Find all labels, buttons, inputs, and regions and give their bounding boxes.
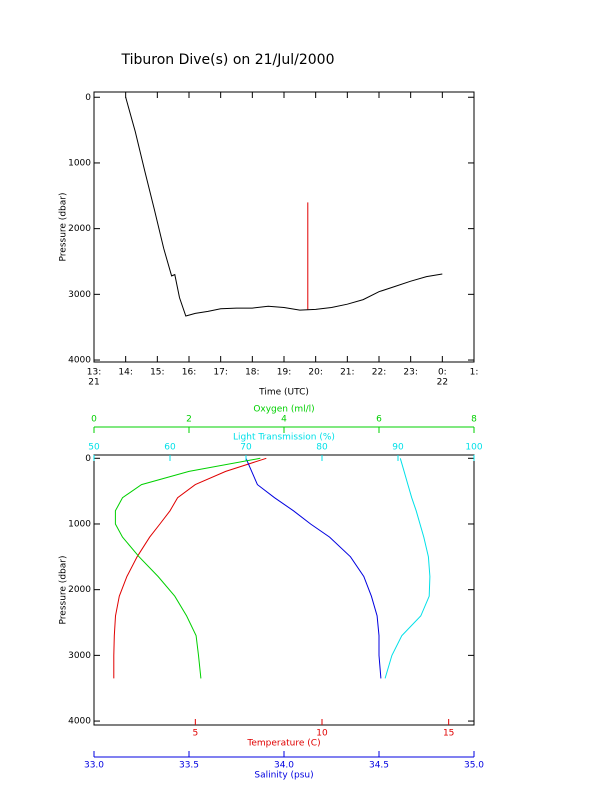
y-tick-label: 2000 xyxy=(68,224,91,234)
x-tick-label: 34.5 xyxy=(369,761,389,771)
x-tick-label: 21: xyxy=(340,368,354,378)
plot-frame xyxy=(93,91,475,363)
x-tick-label: 100 xyxy=(465,443,482,453)
profile-line xyxy=(114,457,261,679)
y-tick-label: 1000 xyxy=(68,519,91,529)
y-axis-label: Pressure (dbar) xyxy=(59,193,69,262)
x-tick-label: 80 xyxy=(316,443,328,453)
x-tick-label: 5 xyxy=(192,729,198,739)
x-tick-label: 19: xyxy=(277,368,291,378)
x-axis-label: Time (UTC) xyxy=(258,388,309,398)
x-tick-label: 13: xyxy=(87,368,101,378)
x-tick-label: 33.0 xyxy=(84,761,104,771)
x-tick-label: 90 xyxy=(392,443,404,453)
x-tick-label: 35.0 xyxy=(464,761,484,771)
x-tick-label: 17: xyxy=(213,368,227,378)
x-tick-label: 1: xyxy=(470,368,479,378)
x-tick-sublabel: 22 xyxy=(437,378,448,388)
y-tick-label: 1000 xyxy=(68,158,91,168)
y-tick-label: 3000 xyxy=(68,651,91,661)
x-tick-label: 15: xyxy=(150,368,164,378)
profile-line xyxy=(245,458,382,679)
x-tick-label: 6 xyxy=(376,415,382,425)
profile-line xyxy=(113,457,267,679)
plot-frame xyxy=(93,454,475,726)
y-axis-label: Pressure (dbar) xyxy=(59,556,69,625)
x-axis-label: Temperature (C) xyxy=(246,739,320,749)
profile-line xyxy=(384,458,431,679)
y-tick-label: 3000 xyxy=(68,290,91,300)
x-tick-label: 50 xyxy=(88,443,100,453)
y-tick-label: 0 xyxy=(85,93,91,103)
x-tick-label: 34.0 xyxy=(274,761,294,771)
x-tick-label: 16: xyxy=(182,368,196,378)
x-axis-label: Salinity (psu) xyxy=(254,771,313,781)
x-tick-label: 33.5 xyxy=(179,761,199,771)
x-axis-label: Light Transmission (%) xyxy=(233,433,335,443)
y-tick-label: 2000 xyxy=(68,585,91,595)
y-tick-label: 4000 xyxy=(68,356,91,366)
x-tick-label: 14: xyxy=(118,368,132,378)
x-tick-label: 10 xyxy=(316,729,328,739)
x-axis-label: Oxygen (ml/l) xyxy=(253,405,314,415)
x-tick-label: 2 xyxy=(186,415,192,425)
chart-title: Tiburon Dive(s) on 21/Jul/2000 xyxy=(120,52,334,68)
x-tick-label: 4 xyxy=(281,415,287,425)
y-tick-label: 0 xyxy=(85,454,91,464)
x-tick-label: 70 xyxy=(240,443,252,453)
x-tick-sublabel: 21 xyxy=(88,378,99,388)
x-tick-label: 8 xyxy=(471,415,477,425)
x-tick-label: 20: xyxy=(308,368,322,378)
x-tick-label: 15 xyxy=(443,729,454,739)
x-tick-label: 22: xyxy=(372,368,386,378)
x-tick-label: 0: xyxy=(438,368,447,378)
x-tick-label: 18: xyxy=(245,368,259,378)
x-tick-label: 23: xyxy=(403,368,417,378)
x-tick-label: 60 xyxy=(164,443,176,453)
pressure-line xyxy=(125,97,443,317)
x-tick-label: 0 xyxy=(91,415,97,425)
y-tick-label: 4000 xyxy=(68,717,91,727)
